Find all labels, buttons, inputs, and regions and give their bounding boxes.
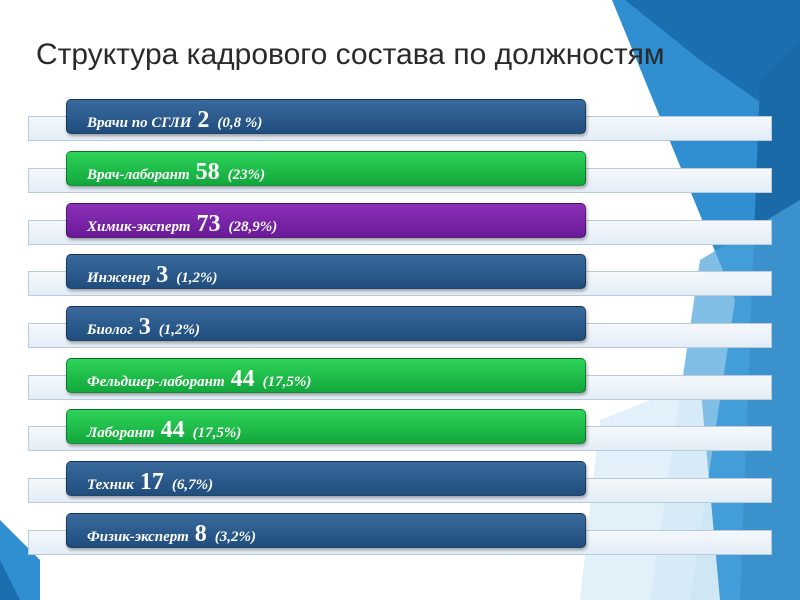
position-percent: (17,5%): [192, 425, 242, 441]
list-item: Физик-эксперт 8 (3,2%): [0, 513, 800, 569]
position-bar: Биолог 3 (1,2%): [66, 306, 586, 341]
position-percent: (0,8 %): [217, 115, 263, 131]
position-count: 73: [196, 211, 221, 237]
position-label: Фельдшер-лаборант: [87, 374, 225, 390]
position-percent: (17,5%): [262, 374, 312, 390]
list-item: Врач-лаборант 58 (23%): [0, 151, 800, 207]
list-item: Техник 17 (6,7%): [0, 461, 800, 517]
list-item: Химик-эксперт 73 (28,9%): [0, 203, 800, 259]
position-label: Врачи по СГЛИ: [87, 115, 192, 131]
position-label: Техник: [87, 477, 134, 493]
position-count: 44: [160, 417, 185, 443]
position-percent: (1,2%): [176, 270, 218, 286]
position-count: 3: [138, 314, 151, 340]
list-item: Врачи по СГЛИ 2 (0,8 %): [0, 99, 800, 155]
position-count: 17: [139, 469, 164, 495]
position-percent: (3,2%): [214, 529, 257, 545]
position-count: 44: [230, 366, 255, 392]
list-item: Фельдшер-лаборант 44 (17,5%): [0, 358, 800, 414]
position-bar: Физик-эксперт 8 (3,2%): [66, 513, 586, 548]
position-bar: Врачи по СГЛИ 2 (0,8 %): [66, 99, 586, 134]
list-item: Лаборант 44 (17,5%): [0, 409, 800, 465]
position-bar: Фельдшер-лаборант 44 (17,5%): [66, 358, 586, 393]
position-percent: (23%): [227, 167, 266, 183]
position-bar: Техник 17 (6,7%): [66, 461, 586, 496]
position-label: Инженер: [87, 270, 151, 286]
position-percent: (1,2%): [158, 322, 200, 338]
position-label: Биолог: [87, 322, 133, 338]
position-label: Лаборант: [87, 425, 155, 441]
position-label: Химик-эксперт: [87, 219, 191, 235]
list-item: Инженер 3 (1,2%): [0, 254, 800, 310]
position-count: 58: [195, 159, 220, 185]
position-count: 3: [156, 262, 169, 288]
position-percent: (28,9%): [228, 219, 278, 235]
list-item: Биолог 3 (1,2%): [0, 306, 800, 362]
position-bar: Химик-эксперт 73 (28,9%): [66, 203, 586, 238]
position-label: Физик-эксперт: [87, 529, 189, 545]
page-title: Структура кадрового состава по должностя…: [36, 38, 665, 71]
position-bar: Врач-лаборант 58 (23%): [66, 151, 586, 186]
position-bar: Инженер 3 (1,2%): [66, 254, 586, 289]
position-label: Врач-лаборант: [87, 167, 190, 183]
position-bar: Лаборант 44 (17,5%): [66, 409, 586, 444]
position-count: 8: [194, 521, 207, 547]
position-count: 2: [197, 107, 210, 133]
position-percent: (6,7%): [171, 477, 214, 493]
